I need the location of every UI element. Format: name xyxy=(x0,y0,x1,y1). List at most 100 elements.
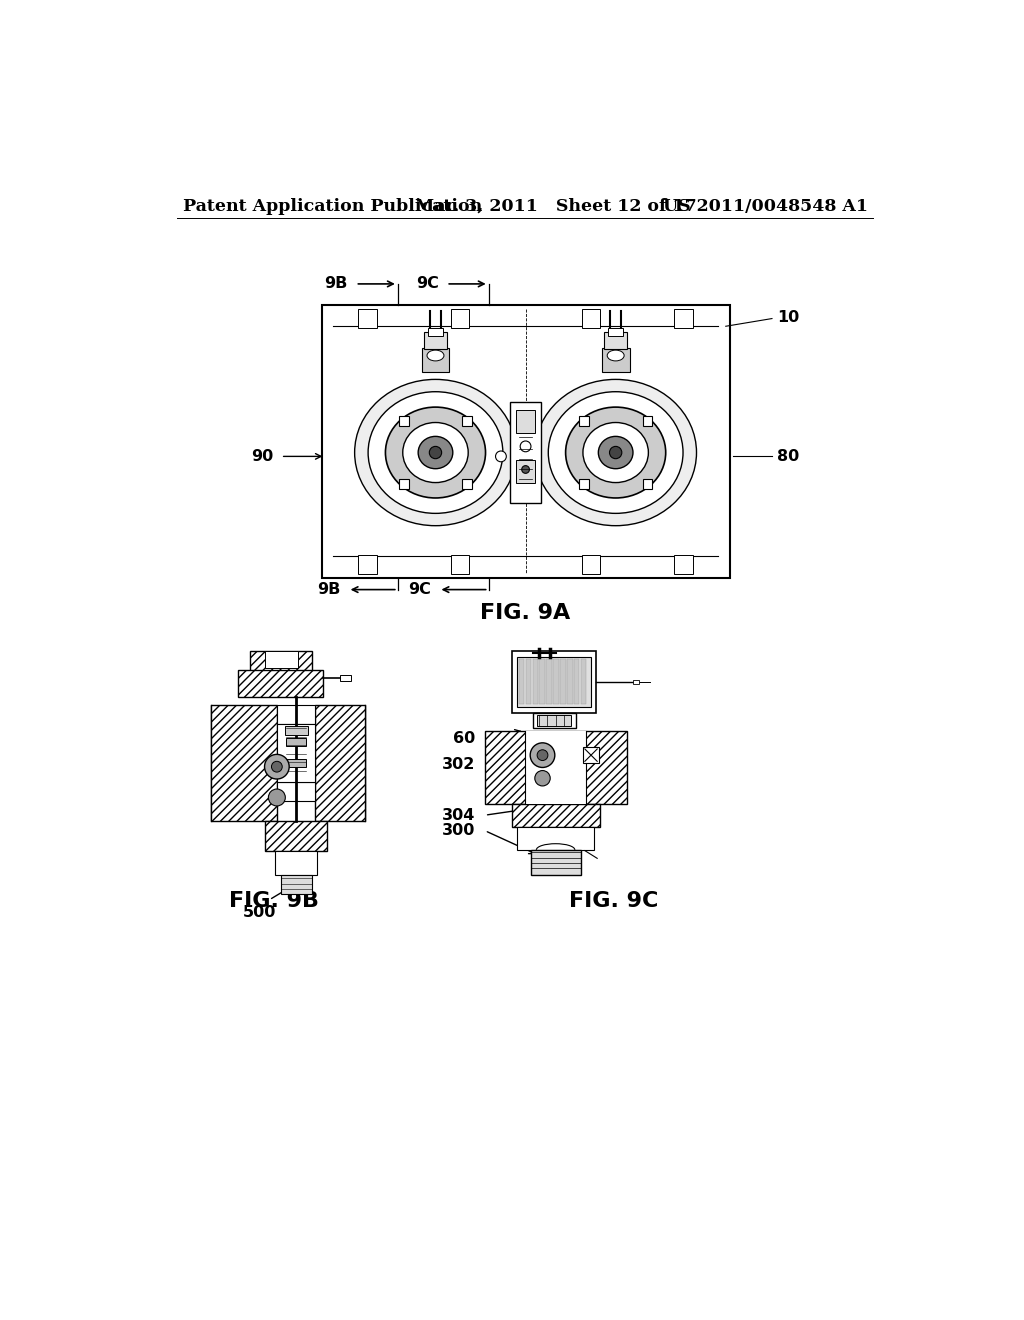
Text: 300: 300 xyxy=(442,824,475,838)
Ellipse shape xyxy=(583,422,648,483)
Bar xyxy=(643,416,652,425)
Bar xyxy=(540,659,545,704)
Bar xyxy=(674,554,692,574)
Text: FIG. 9B: FIG. 9B xyxy=(229,891,319,911)
Bar xyxy=(604,333,628,350)
Bar xyxy=(516,411,535,433)
Bar xyxy=(275,851,316,874)
Bar xyxy=(567,659,572,704)
Text: 304: 304 xyxy=(442,808,475,822)
Bar xyxy=(532,713,575,729)
Ellipse shape xyxy=(607,350,625,360)
Ellipse shape xyxy=(565,407,666,498)
Ellipse shape xyxy=(354,379,516,525)
Bar xyxy=(518,659,524,704)
Bar xyxy=(322,305,730,578)
Text: FIG. 9A: FIG. 9A xyxy=(479,603,570,623)
Bar xyxy=(463,416,472,425)
Circle shape xyxy=(538,750,548,760)
Bar xyxy=(581,659,587,704)
Bar xyxy=(580,479,589,488)
Bar xyxy=(582,554,600,574)
Bar xyxy=(547,659,552,704)
Circle shape xyxy=(520,441,531,451)
Bar xyxy=(451,554,469,574)
Bar xyxy=(516,461,535,483)
Ellipse shape xyxy=(427,350,444,360)
Bar xyxy=(340,675,351,681)
Bar xyxy=(602,348,630,372)
Bar xyxy=(560,659,565,704)
Bar xyxy=(517,656,591,708)
Bar xyxy=(286,738,306,746)
Bar xyxy=(510,403,541,503)
Text: Mar. 3, 2011   Sheet 12 of 17: Mar. 3, 2011 Sheet 12 of 17 xyxy=(416,198,697,215)
Bar xyxy=(531,850,581,874)
Bar xyxy=(239,671,323,697)
Text: US 2011/0048548 A1: US 2011/0048548 A1 xyxy=(664,198,868,215)
Circle shape xyxy=(609,446,622,459)
Bar xyxy=(608,327,624,335)
Ellipse shape xyxy=(385,407,485,498)
Ellipse shape xyxy=(368,392,503,513)
Circle shape xyxy=(521,466,529,474)
Circle shape xyxy=(429,446,441,459)
Bar xyxy=(276,781,315,801)
Ellipse shape xyxy=(402,422,468,483)
Bar xyxy=(428,327,443,335)
Bar xyxy=(422,348,450,372)
Bar xyxy=(484,730,628,804)
Bar xyxy=(315,705,366,821)
Text: 60: 60 xyxy=(454,731,475,746)
Circle shape xyxy=(271,762,283,772)
Bar xyxy=(584,747,599,763)
Bar xyxy=(512,651,596,713)
Bar xyxy=(525,659,531,704)
Circle shape xyxy=(530,743,555,767)
Text: 9B: 9B xyxy=(316,582,340,597)
Bar xyxy=(358,309,377,327)
Bar xyxy=(524,730,587,804)
Bar xyxy=(358,554,377,574)
Bar xyxy=(250,651,311,675)
Text: 9C: 9C xyxy=(408,582,431,597)
Ellipse shape xyxy=(535,379,696,525)
Bar xyxy=(276,725,315,781)
Bar xyxy=(643,479,652,488)
Circle shape xyxy=(496,451,506,462)
Bar xyxy=(633,680,639,684)
Bar xyxy=(265,821,327,851)
Text: 10: 10 xyxy=(777,309,800,325)
Bar xyxy=(399,479,409,488)
Bar xyxy=(399,416,409,425)
Circle shape xyxy=(535,771,550,785)
Bar xyxy=(574,659,580,704)
Ellipse shape xyxy=(418,437,453,469)
Circle shape xyxy=(264,755,289,779)
Text: 500: 500 xyxy=(244,906,276,920)
Bar xyxy=(281,874,311,894)
Bar xyxy=(674,309,692,327)
Text: 9C: 9C xyxy=(416,276,438,292)
Text: FIG. 9C: FIG. 9C xyxy=(569,891,658,911)
Bar xyxy=(517,826,594,850)
Bar xyxy=(451,309,469,327)
Bar xyxy=(553,659,559,704)
Text: Patent Application Publication: Patent Application Publication xyxy=(183,198,482,215)
Bar xyxy=(532,659,538,704)
Text: 90: 90 xyxy=(251,449,273,463)
Bar xyxy=(582,309,600,327)
Bar xyxy=(286,759,306,767)
Text: 80: 80 xyxy=(777,449,800,463)
Bar xyxy=(538,715,571,726)
Circle shape xyxy=(268,789,286,807)
Bar xyxy=(211,705,276,821)
Bar xyxy=(276,705,315,725)
Text: 9B: 9B xyxy=(325,276,348,292)
Bar xyxy=(285,726,307,735)
Bar xyxy=(512,804,600,826)
Bar xyxy=(463,479,472,488)
Bar xyxy=(424,333,447,350)
Ellipse shape xyxy=(548,392,683,513)
Bar xyxy=(580,416,589,425)
